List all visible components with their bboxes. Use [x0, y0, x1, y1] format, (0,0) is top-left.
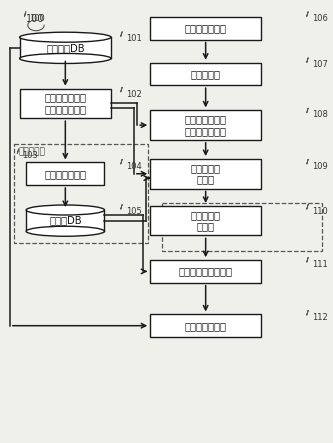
FancyBboxPatch shape: [20, 37, 111, 58]
FancyBboxPatch shape: [150, 206, 261, 235]
Ellipse shape: [26, 205, 105, 215]
Text: 搜索用DB: 搜索用DB: [49, 216, 82, 225]
Ellipse shape: [20, 32, 111, 42]
Text: 103: 103: [22, 151, 38, 160]
FancyBboxPatch shape: [20, 89, 111, 118]
FancyBboxPatch shape: [150, 62, 261, 85]
Text: 104: 104: [126, 162, 142, 171]
FancyBboxPatch shape: [26, 163, 105, 185]
Text: 105: 105: [126, 207, 142, 216]
Text: 令牌生成器: 令牌生成器: [191, 69, 221, 79]
FancyBboxPatch shape: [150, 260, 261, 283]
Text: 100: 100: [29, 14, 45, 23]
Text: 100: 100: [26, 14, 45, 24]
Text: 109: 109: [312, 162, 327, 171]
Ellipse shape: [20, 54, 111, 63]
Bar: [14, 144, 148, 243]
Text: 检索对象上下文
依赖表达生成部: 检索对象上下文 依赖表达生成部: [44, 93, 86, 114]
Text: 101: 101: [126, 34, 142, 43]
FancyBboxPatch shape: [26, 210, 105, 231]
Text: 检索结果输出部: 检索结果输出部: [185, 321, 227, 330]
Text: 检索对象DB: 检索对象DB: [46, 43, 85, 53]
FancyBboxPatch shape: [150, 315, 261, 337]
Text: 相似令牌表
存储部: 相似令牌表 存储部: [191, 210, 221, 231]
Text: 107: 107: [312, 60, 328, 69]
Text: 106: 106: [312, 14, 328, 23]
Text: 111: 111: [312, 260, 327, 269]
Text: 数据结构转换部: 数据结构转换部: [44, 169, 86, 179]
Text: 信息生成部: 信息生成部: [18, 148, 45, 156]
FancyBboxPatch shape: [150, 17, 261, 39]
Text: 检索查询上下文
依赖表达生成部: 检索查询上下文 依赖表达生成部: [185, 114, 227, 136]
Text: 检索查询输入部: 检索查询输入部: [185, 23, 227, 33]
Text: 102: 102: [126, 89, 142, 98]
FancyBboxPatch shape: [150, 159, 261, 189]
Text: 语句间相似度计算部: 语句间相似度计算部: [179, 266, 233, 276]
Text: 112: 112: [312, 313, 327, 322]
Text: 108: 108: [312, 110, 328, 119]
Text: 相似令牌表
生成部: 相似令牌表 生成部: [191, 163, 221, 185]
Bar: [162, 203, 322, 251]
FancyBboxPatch shape: [150, 110, 261, 140]
Text: 110: 110: [312, 207, 327, 216]
Ellipse shape: [26, 226, 105, 236]
